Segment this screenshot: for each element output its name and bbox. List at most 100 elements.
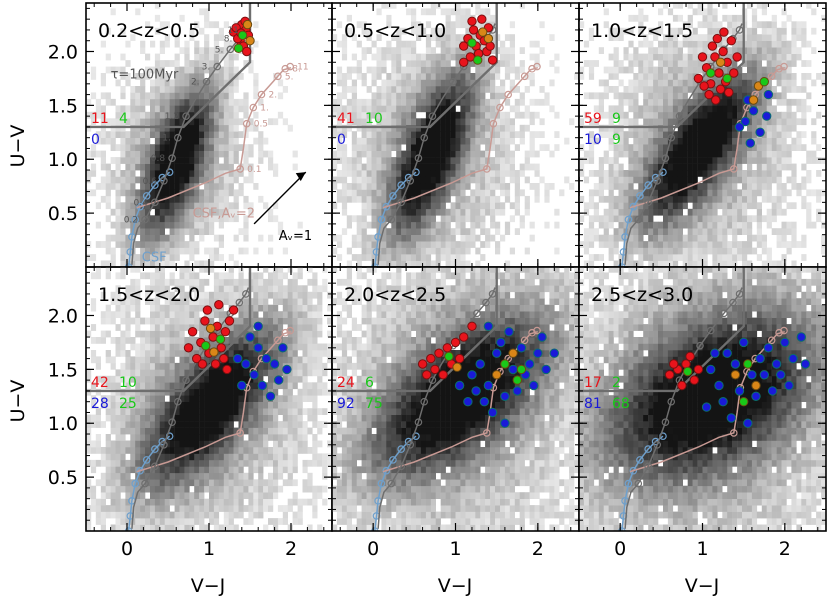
density-pixel	[189, 447, 195, 454]
density-pixel	[282, 86, 288, 93]
density-pixel	[712, 247, 718, 255]
density-pixel	[159, 215, 165, 223]
density-pixel	[791, 79, 797, 87]
density-pixel	[223, 176, 229, 184]
density-pixel	[130, 427, 136, 435]
density-pixel	[430, 176, 436, 184]
density-pixel	[179, 98, 185, 106]
density-pixel	[692, 8, 698, 16]
density-pixel	[164, 511, 170, 519]
density-pixel	[732, 118, 738, 126]
tau-age-label: 1.	[162, 134, 171, 144]
density-pixel	[150, 163, 156, 171]
density-pixel	[702, 260, 708, 267]
density-pixel	[821, 14, 826, 22]
density-pixel	[658, 150, 664, 158]
density-pixel	[500, 111, 506, 119]
density-pixel	[189, 350, 195, 357]
density-pixel	[416, 260, 422, 267]
density-pixel	[722, 183, 728, 190]
density-pixel	[430, 3, 436, 9]
density-pixel	[396, 163, 402, 171]
density-pixel	[608, 105, 614, 113]
density-pixel	[120, 183, 126, 190]
density-pixel	[697, 170, 703, 177]
density-pixel	[717, 92, 723, 100]
density-pixel	[638, 144, 644, 151]
density-pixel	[209, 170, 215, 177]
density-pixel	[199, 66, 205, 74]
density-pixel	[697, 60, 703, 67]
density-pixel	[682, 60, 688, 67]
density-pixel	[223, 92, 229, 100]
density-pixel	[692, 34, 698, 41]
density-pixel	[672, 27, 679, 35]
density-pixel	[455, 189, 461, 197]
density-pixel	[707, 228, 713, 235]
density-pixel	[154, 330, 161, 338]
density-pixel	[420, 86, 427, 93]
density-pixel	[273, 170, 279, 177]
density-pixel	[164, 388, 170, 396]
density-pixel	[386, 105, 392, 113]
csf-dust-track-marker	[274, 72, 282, 81]
density-pixel	[742, 157, 748, 164]
density-pixel	[747, 247, 753, 255]
density-pixel	[435, 221, 441, 229]
density-pixel	[145, 137, 151, 145]
density-pixel	[282, 118, 288, 126]
density-pixel	[682, 98, 688, 106]
density-pixel	[781, 157, 787, 164]
density-pixel	[653, 234, 659, 242]
density-pixel	[608, 124, 614, 132]
density-pixel	[776, 131, 782, 138]
density-pixel	[435, 208, 441, 216]
density-pixel	[648, 86, 654, 93]
density-pixel	[179, 183, 185, 190]
density-pixel	[667, 254, 674, 261]
density-pixel	[194, 86, 200, 93]
csf-dust-track-marker	[504, 90, 512, 99]
density-pixel	[154, 291, 161, 299]
density-pixel	[130, 408, 136, 415]
density-pixel	[613, 73, 619, 80]
density-pixel	[697, 228, 703, 235]
density-pixel	[258, 98, 264, 106]
density-pixel	[490, 202, 496, 210]
density-pixel	[450, 8, 456, 16]
density-pixel	[430, 234, 436, 242]
density-pixel	[618, 195, 624, 203]
density-pixel	[154, 73, 161, 80]
density-pixel	[135, 73, 141, 80]
density-pixel	[130, 144, 136, 151]
density-pixel	[791, 21, 797, 29]
density-pixel	[204, 183, 210, 190]
density-pixel	[209, 208, 215, 216]
density-pixel	[435, 131, 441, 138]
density-pixel	[179, 362, 185, 370]
density-pixel	[470, 98, 476, 106]
density-pixel	[371, 98, 377, 106]
density-pixel	[613, 60, 619, 67]
density-pixel	[130, 157, 136, 164]
density-pixel	[154, 382, 161, 390]
density-pixel	[164, 337, 170, 344]
density-pixel	[806, 189, 812, 197]
density-pixel	[223, 21, 229, 29]
density-pixel	[125, 382, 131, 390]
density-pixel	[135, 163, 141, 171]
density-pixel	[194, 285, 200, 293]
density-pixel	[470, 157, 476, 164]
density-pixel	[396, 131, 402, 138]
density-pixel	[455, 163, 461, 171]
density-pixel	[623, 27, 629, 35]
density-pixel	[356, 163, 362, 171]
density-pixel	[204, 150, 210, 158]
density-pixel	[603, 66, 609, 74]
density-pixel	[801, 98, 807, 106]
density-pixel	[445, 176, 451, 184]
density-pixel	[228, 111, 234, 119]
density-pixel	[140, 369, 146, 377]
density-pixel	[174, 247, 180, 255]
density-pixel	[154, 459, 161, 467]
